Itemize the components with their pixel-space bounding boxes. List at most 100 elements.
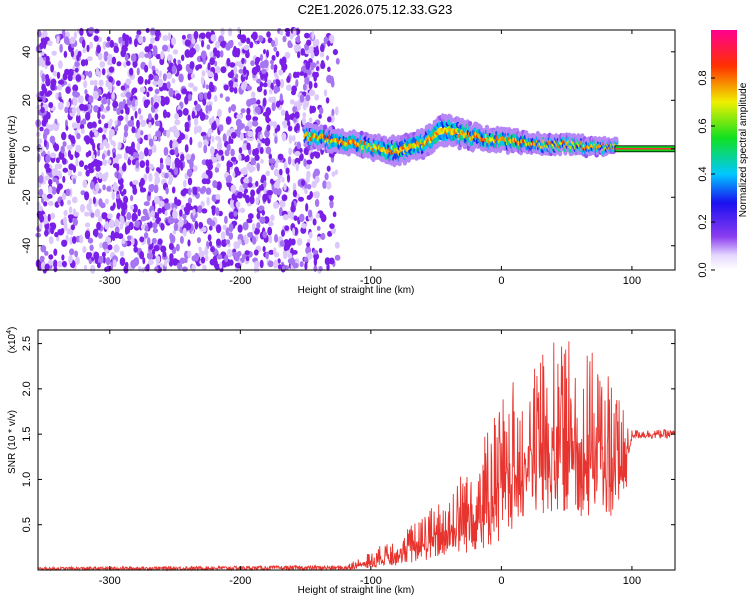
noise-cell <box>172 210 178 219</box>
colorbar-label: Normalized spectral amplitude <box>738 82 749 217</box>
noise-cell <box>270 59 274 65</box>
noise-cell <box>144 79 148 86</box>
noise-cell <box>116 61 122 67</box>
noise-cell <box>220 27 225 36</box>
noise-cell <box>160 245 167 253</box>
noise-cell <box>332 49 338 56</box>
noise-cell <box>95 183 100 192</box>
noise-cell <box>294 157 301 166</box>
noise-cell <box>97 127 103 134</box>
noise-cell <box>253 249 259 256</box>
noise-cell <box>40 60 46 68</box>
noise-cell <box>244 125 250 132</box>
noise-cell <box>136 67 140 76</box>
noise-cell <box>273 46 278 52</box>
noise-cell <box>267 260 274 268</box>
noise-cell <box>88 198 93 206</box>
noise-cell <box>112 202 116 210</box>
noise-cell <box>154 36 160 42</box>
noise-cell <box>241 167 248 176</box>
spectrogram-y-tick-label: -20 <box>21 189 33 205</box>
noise-cell <box>261 137 266 144</box>
noise-cell <box>63 50 68 58</box>
noise-cell <box>241 57 245 65</box>
snr-y-tick-label: 0.5 <box>21 517 33 532</box>
noise-cell <box>61 260 67 268</box>
spectrogram-x-label: Height of straight line (km) <box>298 285 415 296</box>
noise-cell <box>245 113 252 121</box>
noise-cell <box>166 129 171 138</box>
noise-cell <box>105 257 111 266</box>
noise-cell <box>54 231 59 238</box>
noise-cell <box>240 108 246 114</box>
noise-cell <box>207 62 211 71</box>
noise-cell <box>177 59 181 65</box>
noise-cell <box>273 85 279 94</box>
noise-cell <box>205 31 211 39</box>
noise-cell <box>157 136 161 142</box>
noise-cell <box>310 105 317 114</box>
noise-cell <box>251 31 258 41</box>
noise-cell <box>188 187 192 196</box>
noise-cell <box>98 160 103 166</box>
noise-cell <box>228 232 234 240</box>
noise-cell <box>269 88 273 95</box>
signal-cell <box>467 120 473 127</box>
noise-cell <box>121 163 127 172</box>
noise-cell <box>133 246 138 253</box>
noise-cell <box>118 36 123 42</box>
noise-cell <box>147 163 154 170</box>
noise-cell <box>43 138 47 148</box>
noise-cell <box>71 138 76 144</box>
noise-cell <box>273 72 278 78</box>
noise-cell <box>134 214 138 220</box>
noise-cell <box>205 84 210 90</box>
noise-cell <box>191 110 196 119</box>
noise-cell <box>229 199 234 209</box>
noise-cell <box>207 91 212 100</box>
noise-cell <box>130 194 134 202</box>
snr-x-ticks: -300 -200 -100 0 100 <box>99 330 641 587</box>
noise-cell <box>182 108 189 116</box>
noise-cell <box>211 115 215 123</box>
noise-cell <box>189 136 193 146</box>
noise-cell <box>217 108 222 118</box>
colorbar-tick-label: 0.4 <box>697 166 709 181</box>
noise-cell <box>109 39 115 48</box>
noise-cell <box>242 192 247 199</box>
noise-cell <box>210 246 215 253</box>
noise-cell <box>295 72 299 78</box>
noise-cell <box>43 128 50 136</box>
noise-cell <box>306 39 312 46</box>
noise-cell <box>51 137 55 146</box>
noise-cell <box>231 105 236 112</box>
noise-cell <box>278 69 284 76</box>
noise-cell <box>329 223 335 230</box>
noise-cell <box>207 159 213 166</box>
noise-cell <box>299 71 305 76</box>
noise-cell <box>184 49 191 58</box>
noise-cell <box>297 51 301 59</box>
noise-cell <box>105 41 111 48</box>
noise-cell <box>286 173 291 183</box>
noise-cell <box>64 106 69 114</box>
noise-cell <box>123 151 128 161</box>
noise-cell <box>139 86 146 93</box>
noise-cell <box>228 80 234 88</box>
noise-cell <box>167 32 171 41</box>
noise-cell <box>84 71 89 76</box>
noise-cell <box>140 177 145 187</box>
noise-cell <box>308 89 316 97</box>
noise-cell <box>247 176 253 184</box>
noise-cell <box>112 181 118 192</box>
noise-cell <box>123 130 128 138</box>
noise-cell <box>50 78 57 87</box>
noise-cell <box>105 236 112 245</box>
noise-cell <box>79 27 84 36</box>
noise-cell <box>107 244 113 251</box>
noise-cell <box>77 50 82 58</box>
noise-cell <box>198 221 204 229</box>
noise-cell <box>280 109 286 116</box>
noise-cell <box>162 109 168 119</box>
noise-cell <box>306 242 311 248</box>
